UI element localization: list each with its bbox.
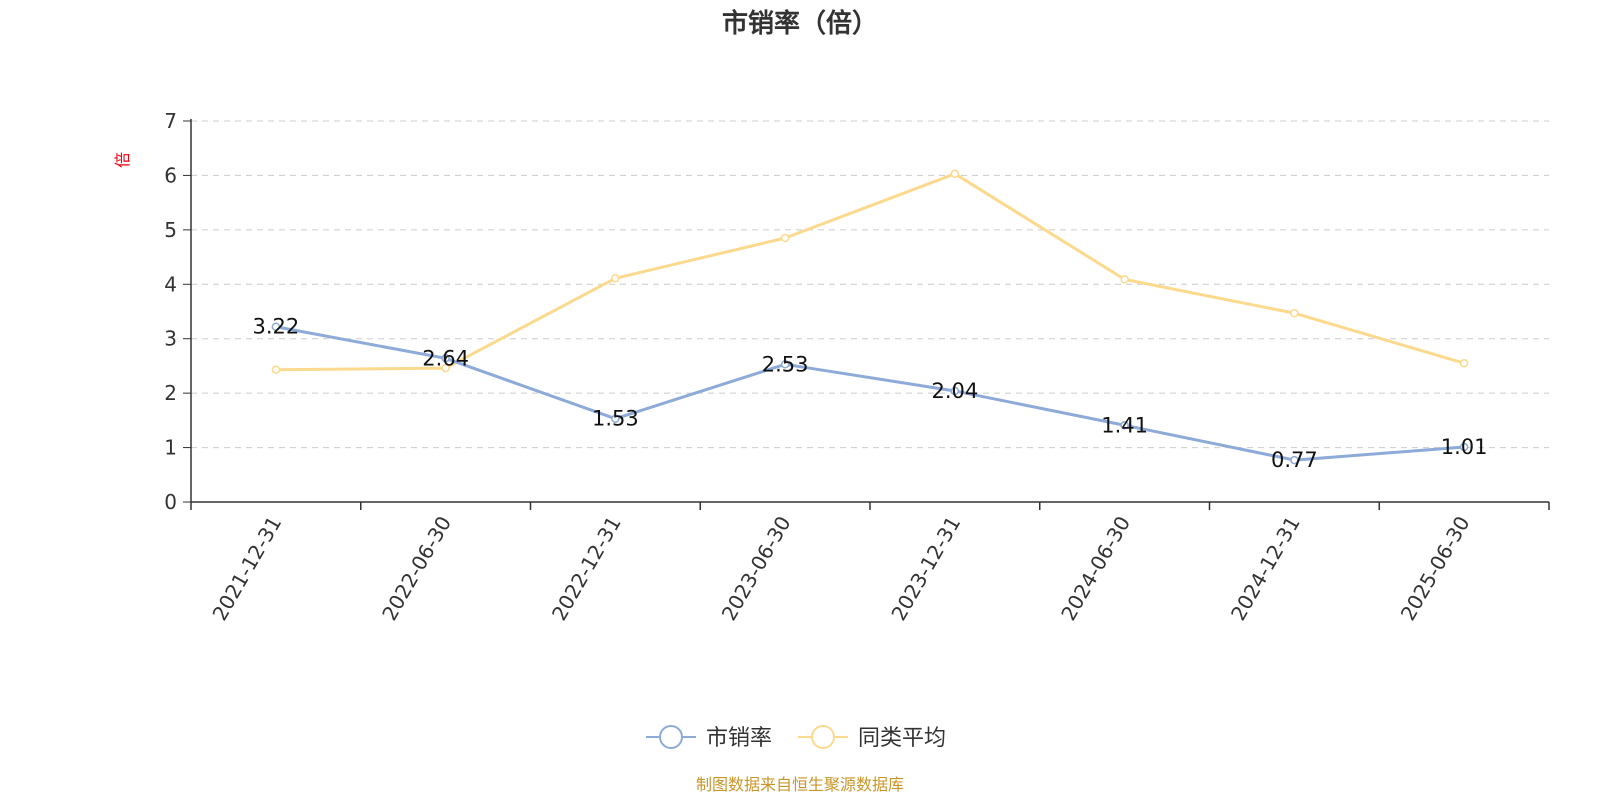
data-label: 3.22 [252, 315, 299, 339]
y-tick-label: 2 [164, 381, 177, 405]
data-point [611, 274, 620, 283]
legend-label: 市销率 [706, 726, 772, 751]
x-tick-label: 2022-06-30 [377, 512, 456, 625]
x-tick-label: 2023-06-30 [717, 512, 796, 625]
series-line [275, 325, 1465, 462]
data-point [780, 233, 790, 243]
data-point [950, 169, 960, 179]
data-label: 2.64 [422, 346, 469, 370]
legend-marker [811, 725, 835, 749]
data-label: 1.01 [1441, 435, 1488, 459]
y-tick-label: 1 [164, 436, 177, 460]
legend: 市销率 同类平均 [646, 725, 946, 751]
chart-title: 市销率（倍） [722, 8, 878, 39]
data-point [441, 354, 450, 363]
x-tick-label: 2021-12-31 [207, 512, 286, 625]
y-tick-label: 7 [164, 109, 177, 133]
data-point [271, 322, 281, 331]
data-point [611, 414, 620, 423]
x-tick-label: 2025-06-30 [1396, 512, 1475, 625]
data-point [441, 363, 450, 373]
x-tick-label: 2022-12-31 [547, 512, 626, 625]
y-tick-label: 3 [164, 327, 177, 351]
series-layer [271, 169, 1469, 465]
y-tick-label: 0 [164, 490, 177, 514]
data-point [1120, 421, 1129, 430]
data-label: 1.53 [592, 407, 639, 431]
data-point [1459, 358, 1469, 368]
legend-marker [659, 725, 683, 749]
x-tick-label: 2024-06-30 [1056, 512, 1135, 625]
data-point [1120, 275, 1129, 284]
data-label: 1.41 [1101, 413, 1148, 437]
legend-item: 市销率 [646, 725, 772, 751]
y-tick-label: 5 [164, 218, 177, 242]
legend-item: 同类平均 [798, 725, 946, 751]
y-axis-label: 倍 [113, 152, 132, 168]
data-point [1459, 442, 1469, 452]
y-tick-label: 6 [164, 163, 177, 187]
data-label: 0.77 [1271, 448, 1318, 472]
data-point [950, 386, 960, 396]
data-labels: 3.22 2.64 1.53 2.53 2.04 1.41 0.77 1.01 [252, 315, 1487, 472]
x-tick-label: 2024-12-31 [1226, 512, 1305, 625]
y-tick-label: 4 [164, 272, 177, 296]
data-point [1290, 308, 1299, 318]
source-note: 制图数据来自恒生聚源数据库 [696, 775, 904, 794]
data-point [271, 365, 281, 374]
legend-label: 同类平均 [858, 726, 946, 751]
data-label: 2.53 [762, 352, 809, 376]
data-label: 2.04 [931, 379, 978, 403]
data-point [780, 360, 790, 369]
data-point [1290, 455, 1299, 465]
series-line [275, 172, 1465, 372]
x-tick-label: 2023-12-31 [886, 512, 965, 625]
gridlines [191, 120, 1549, 449]
axes: 0 1 2 3 4 5 6 7 2021-12-31 2022-06-30 2022-12-31 20… [164, 109, 1550, 625]
